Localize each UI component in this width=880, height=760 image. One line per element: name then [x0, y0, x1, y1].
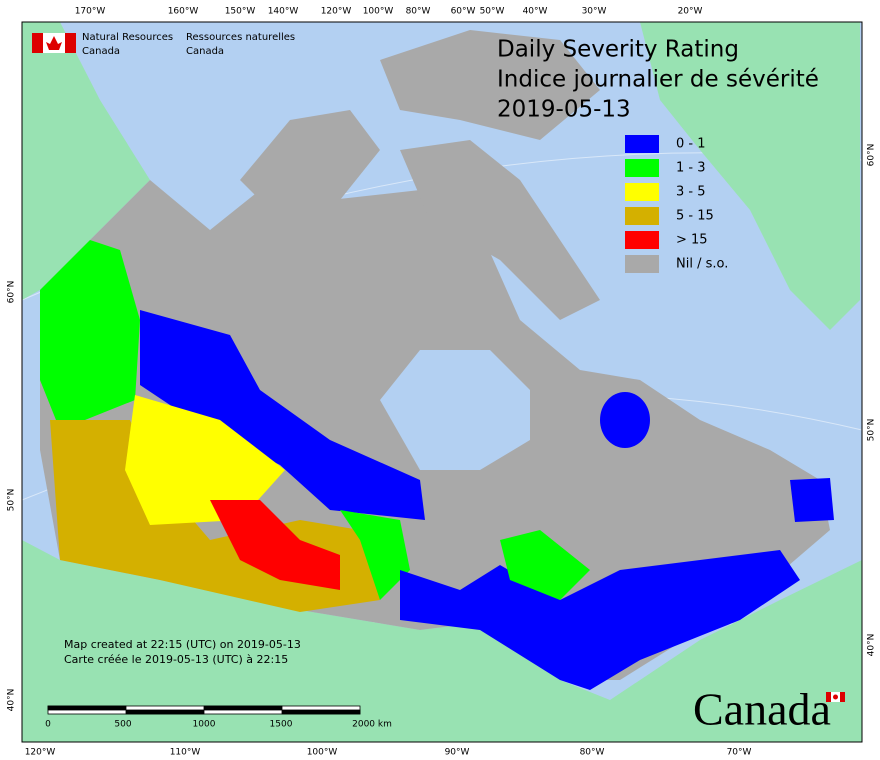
graticule-label-bottom: 100°W	[307, 748, 338, 758]
graticule-label-top: 120°W	[321, 7, 352, 17]
alaska	[22, 22, 150, 300]
legend-label: Nil / s.o.	[676, 257, 728, 272]
legend-label: 5 - 15	[676, 209, 714, 224]
scale-segment	[281, 709, 361, 715]
scale-segment	[203, 705, 283, 711]
legend-label: 0 - 1	[676, 137, 706, 152]
graticule-label-right: 50°N	[867, 419, 877, 442]
scale-bar	[47, 705, 361, 715]
maple-leaf	[833, 694, 838, 700]
legend-swatch	[625, 159, 659, 177]
graticule-label-top: 60°W	[451, 7, 476, 17]
hudson-bay	[380, 350, 530, 470]
island	[240, 110, 380, 210]
canada-wordmark: Canada	[693, 684, 831, 735]
graticule-label-bottom: 110°W	[170, 748, 201, 758]
logo-text-en: Natural Resources	[82, 32, 173, 43]
map-note: Carte créée le 2019-05-13 (UTC) à 22:15	[64, 653, 288, 666]
graticule-label-top: 170°W	[75, 7, 106, 17]
graticule-label-left: 40°N	[7, 689, 17, 712]
wordmark-flag	[826, 692, 845, 702]
graticule-label-top: 30°W	[582, 7, 607, 17]
graticule-label-top: 140°W	[268, 7, 299, 17]
logo	[32, 33, 76, 53]
graticule-label-left: 50°N	[7, 489, 17, 512]
graticule-label-top: 160°W	[168, 7, 199, 17]
flag-bar	[826, 692, 831, 702]
legend-swatch	[625, 135, 659, 153]
island	[400, 140, 600, 320]
region-over-15	[210, 500, 340, 590]
graticule-label-top: 40°W	[523, 7, 548, 17]
maple-leaf	[46, 36, 62, 50]
legend-label: > 15	[676, 233, 708, 248]
legend-swatch	[625, 207, 659, 225]
graticule-label-top: 50°W	[480, 7, 505, 17]
scale-segment	[47, 705, 127, 711]
graticule-label-top: 20°W	[678, 7, 703, 17]
map-note: Map created at 22:15 (UTC) on 2019-05-13	[64, 638, 301, 651]
graticule-label-right: 60°N	[867, 144, 877, 167]
legend-swatch	[625, 255, 659, 273]
greenland	[640, 22, 860, 330]
region-0-1-newfoundland	[790, 478, 834, 522]
graticule-label-bottom: 80°W	[580, 748, 605, 758]
region-1-3-prairie	[340, 510, 410, 600]
graticule-label-top: 150°W	[225, 7, 256, 17]
graticule-label-top: 80°W	[406, 7, 431, 17]
island	[380, 30, 600, 140]
scale-label: 1500	[270, 720, 293, 730]
scale-label: 0	[45, 720, 51, 730]
title-line: 2019-05-13	[497, 97, 631, 123]
title-line: Indice journalier de sévérité	[497, 67, 819, 93]
legend-swatch	[625, 231, 659, 249]
legend-label: 3 - 5	[676, 185, 706, 200]
scale-label: 2000 km	[352, 720, 392, 730]
legend-swatch	[625, 183, 659, 201]
graticule-label-bottom: 120°W	[25, 748, 56, 758]
logo-text-en: Canada	[82, 46, 120, 57]
graticule-label-top: 100°W	[363, 7, 394, 17]
arctic-islands	[240, 30, 600, 320]
flag-bar	[32, 33, 43, 53]
region-0-1-east	[400, 550, 800, 690]
united-states	[22, 540, 862, 742]
region-0-1-north	[140, 310, 425, 520]
graticule-label-bottom: 90°W	[445, 748, 470, 758]
region-3-5	[125, 395, 285, 525]
graticule-label-bottom: 70°W	[727, 748, 752, 758]
title-line: Daily Severity Rating	[497, 37, 739, 63]
logo-text-fr: Ressources naturelles	[186, 32, 295, 43]
legend-label: 1 - 3	[676, 161, 706, 176]
scale-segment	[125, 709, 205, 715]
logo-text-fr: Canada	[186, 46, 224, 57]
island	[300, 210, 400, 280]
graticule-label-left: 60°N	[7, 281, 17, 304]
region-0-1-labrador	[600, 392, 650, 448]
graticule-label-right: 40°N	[867, 634, 877, 657]
region-1-3-quebec	[500, 530, 590, 600]
scale-label: 1000	[193, 720, 216, 730]
scale-label: 500	[114, 720, 131, 730]
flag-bar	[840, 692, 845, 702]
region-1-3-west	[40, 240, 140, 430]
map-frame	[21, 21, 863, 743]
flag-bar	[65, 33, 76, 53]
